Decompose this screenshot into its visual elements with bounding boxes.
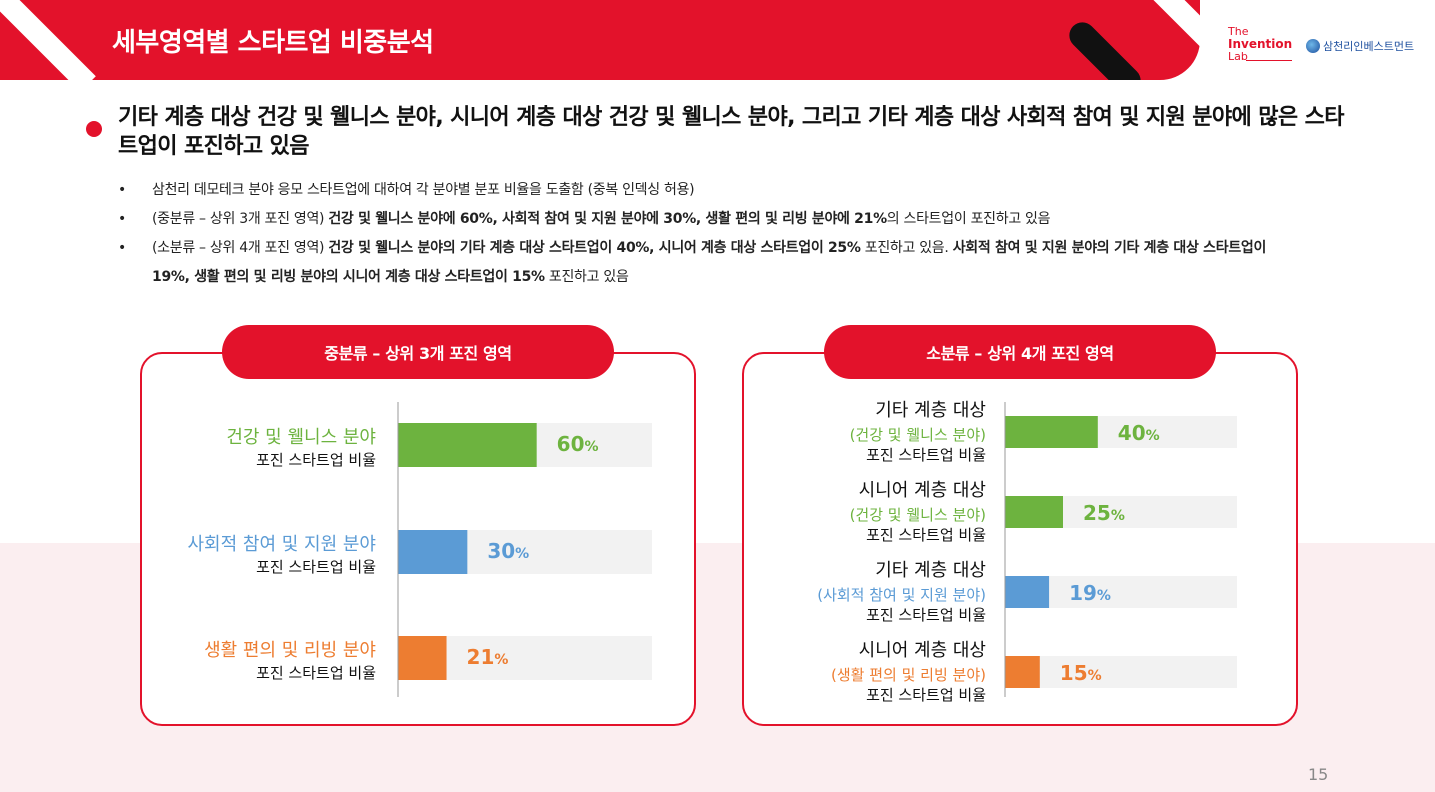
bar bbox=[398, 636, 447, 680]
note-text: 의 스타트업이 포진하고 있음 bbox=[886, 211, 1051, 227]
bar-value-label: 40% bbox=[1118, 421, 1160, 445]
category-sublabel: 포진 스타트업 비율 bbox=[256, 664, 376, 682]
note-item: (중분류 – 상위 3개 포진 영역) 건강 및 웰니스 분야에 60%, 사회… bbox=[118, 205, 1308, 234]
note-item: 삼천리 데모테크 분야 응모 스타트업에 대하여 각 분야별 분포 비율을 도출… bbox=[118, 176, 1308, 205]
bar-value-label: 60% bbox=[557, 432, 599, 456]
logo-underline bbox=[1246, 60, 1292, 61]
partner-logo-text: 삼천리인베스트먼트 bbox=[1323, 40, 1415, 53]
note-item: (소분류 – 상위 4개 포진 영역) 건강 및 웰니스 분야의 기타 계층 대… bbox=[118, 234, 1308, 292]
category-field-label: (생활 편의 및 리빙 분야) bbox=[831, 666, 986, 684]
category-label: 기타 계층 대상 bbox=[875, 400, 986, 421]
category-label: 시니어 계층 대상 bbox=[859, 480, 986, 501]
notes-list: 삼천리 데모테크 분야 응모 스타트업에 대하여 각 분야별 분포 비율을 도출… bbox=[118, 176, 1308, 292]
category-label: 기타 계층 대상 bbox=[875, 560, 986, 581]
bar-track bbox=[1005, 656, 1237, 688]
note-text: (소분류 – 상위 4개 포진 영역) bbox=[152, 240, 329, 256]
bar-value-label: 30% bbox=[487, 539, 529, 563]
right-chart-title: 소분류 – 상위 4개 포진 영역 bbox=[824, 325, 1216, 379]
note-text: (중분류 – 상위 3개 포진 영역) bbox=[152, 211, 329, 227]
header-banner: 세부영역별 스타트업 비중분석 bbox=[0, 0, 1200, 80]
headline-bullet-icon bbox=[86, 121, 102, 137]
partner-logo: 삼천리인베스트먼트 bbox=[1306, 38, 1414, 54]
bar bbox=[1005, 496, 1063, 528]
bar bbox=[398, 423, 537, 467]
header-background bbox=[0, 0, 1200, 80]
category-sublabel: 포진 스타트업 비율 bbox=[866, 606, 986, 624]
note-bold-text: 건강 및 웰니스 분야에 60%, 사회적 참여 및 지원 분야에 30%, 생… bbox=[328, 211, 887, 227]
category-label: 건강 및 웰니스 분야 bbox=[226, 427, 376, 448]
bar bbox=[1005, 416, 1098, 448]
bar-value-label: 21% bbox=[467, 645, 509, 669]
category-field-label: (사회적 참여 및 지원 분야) bbox=[817, 586, 986, 604]
bar bbox=[1005, 656, 1040, 688]
bar bbox=[1005, 576, 1050, 608]
invention-lab-logo: The Invention Lab bbox=[1228, 26, 1292, 63]
bar-value-label: 25% bbox=[1083, 501, 1125, 525]
logo-text-lab: Lab bbox=[1228, 50, 1248, 63]
page-number: 15 bbox=[1308, 765, 1329, 784]
note-bold-text: 건강 및 웰니스 분야의 기타 계층 대상 스타트업이 40%, 시니어 계층 … bbox=[328, 240, 861, 256]
note-text: 포진하고 있음. bbox=[860, 240, 953, 256]
category-sublabel: 포진 스타트업 비율 bbox=[256, 558, 376, 576]
globe-icon bbox=[1306, 39, 1320, 53]
left-chart-title: 중분류 – 상위 3개 포진 영역 bbox=[222, 325, 614, 379]
logo-text-the: The bbox=[1228, 25, 1249, 38]
note-text: 삼천리 데모테크 분야 응모 스타트업에 대하여 각 분야별 분포 비율을 도출… bbox=[152, 182, 695, 198]
category-sublabel: 포진 스타트업 비율 bbox=[866, 446, 986, 464]
category-sublabel: 포진 스타트업 비율 bbox=[866, 686, 986, 704]
note-bold-text: 사회적 참여 및 지원 분야의 기타 계층 대상 스타트업이 19%, 생활 편… bbox=[152, 240, 1267, 285]
bar-value-label: 15% bbox=[1060, 661, 1102, 685]
logo-area: The Invention Lab 삼천리인베스트먼트 bbox=[1228, 26, 1428, 66]
logo-text-invention: Invention bbox=[1228, 37, 1293, 51]
page-title: 세부영역별 스타트업 비중분석 bbox=[112, 28, 434, 58]
category-label: 시니어 계층 대상 bbox=[859, 640, 986, 661]
category-sublabel: 포진 스타트업 비율 bbox=[866, 526, 986, 544]
category-label: 사회적 참여 및 지원 분야 bbox=[188, 534, 377, 555]
bar-value-label: 19% bbox=[1069, 581, 1111, 605]
category-field-label: (건강 및 웰니스 분야) bbox=[850, 506, 986, 524]
headline: 기타 계층 대상 건강 및 웰니스 분야, 시니어 계층 대상 건강 및 웰니스… bbox=[118, 105, 1344, 159]
category-label: 생활 편의 및 리빙 분야 bbox=[204, 640, 376, 661]
category-sublabel: 포진 스타트업 비율 bbox=[256, 451, 376, 469]
note-text: 포진하고 있음 bbox=[544, 269, 629, 285]
category-field-label: (건강 및 웰니스 분야) bbox=[850, 426, 986, 444]
bar bbox=[398, 530, 468, 574]
